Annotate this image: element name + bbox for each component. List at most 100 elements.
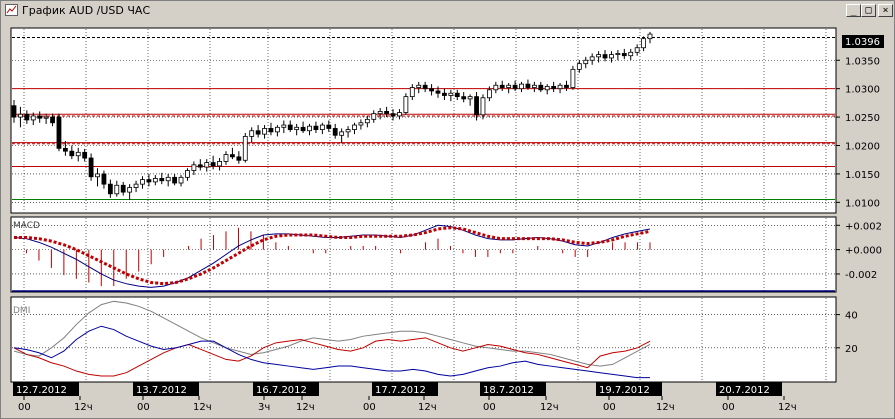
hour-label: 00 — [483, 402, 496, 413]
candle-body — [69, 150, 75, 157]
dmi-tick-label: 20 — [845, 344, 858, 355]
candle-body — [146, 179, 152, 183]
maximize-button[interactable]: □ — [861, 4, 876, 17]
candle-body — [82, 151, 88, 159]
candle — [287, 120, 293, 132]
title-bar[interactable]: График AUD /USD ЧАС _ □ × — [2, 2, 893, 19]
date-label-bg — [716, 382, 782, 396]
date-label-text: 12.7.2012 — [16, 385, 67, 396]
candle — [416, 81, 422, 94]
candle-body — [236, 156, 242, 161]
candle — [43, 113, 49, 124]
date-label-text: 16.7.2012 — [256, 385, 307, 396]
candle-body — [628, 51, 634, 57]
candle-body — [43, 116, 49, 119]
candle — [217, 158, 222, 171]
candle — [576, 60, 582, 73]
candle — [628, 48, 634, 61]
candle — [172, 173, 178, 186]
candle — [75, 147, 81, 162]
macd-panel[interactable] — [10, 216, 837, 293]
macd-tick-label: -0.002 — [845, 270, 877, 281]
hour-label: 00 — [722, 402, 735, 413]
candle-body — [435, 90, 441, 94]
candle — [242, 133, 248, 163]
hour-label: 12ч — [540, 402, 559, 413]
candle — [120, 181, 126, 196]
candle — [114, 180, 120, 197]
candle-body — [319, 124, 325, 130]
candle-body — [95, 173, 100, 178]
candle-body — [114, 184, 120, 195]
candle — [313, 121, 319, 134]
candle-body — [364, 118, 370, 124]
candle — [300, 121, 306, 134]
price-tick-label: 1.0350 — [845, 56, 880, 67]
candle-body — [570, 68, 576, 88]
candle-body — [474, 96, 479, 116]
candle-body — [576, 63, 582, 70]
candle-body — [172, 176, 178, 184]
candle-body — [345, 129, 351, 133]
candle-body — [564, 84, 569, 88]
candle — [30, 112, 36, 126]
candle-body — [197, 164, 203, 168]
date-label-text: 13.7.2012 — [136, 385, 187, 396]
candle — [268, 122, 274, 136]
candle-body — [210, 162, 216, 167]
minimize-button[interactable]: _ — [846, 4, 861, 17]
candle-body — [307, 125, 312, 132]
candle — [339, 128, 345, 144]
candle — [274, 125, 280, 137]
candle-body — [223, 154, 229, 162]
candle — [50, 113, 55, 127]
date-label-text: 20.7.2012 — [719, 385, 770, 396]
candle-body — [493, 84, 499, 91]
candle — [564, 80, 569, 91]
candle — [345, 126, 351, 138]
hour-label: 00 — [603, 402, 616, 413]
candle — [519, 81, 524, 93]
close-button[interactable]: × — [878, 4, 893, 17]
candle — [69, 145, 75, 160]
candle-body — [602, 54, 608, 59]
candle — [602, 50, 608, 62]
candle — [146, 173, 152, 187]
candle-body — [531, 84, 537, 88]
dmi-panel[interactable] — [10, 296, 837, 383]
candle — [435, 86, 441, 98]
date-label: 12.7.2012 — [13, 382, 79, 396]
candle-body — [519, 83, 524, 90]
price-tick-label: 1.0250 — [845, 113, 880, 124]
date-label: 16.7.2012 — [253, 382, 319, 396]
candle — [531, 81, 537, 93]
candle-body — [185, 170, 190, 178]
candle-body — [454, 92, 460, 98]
candle — [634, 44, 640, 56]
date-label-text: 18.7.2012 — [483, 385, 534, 396]
candle — [358, 119, 364, 130]
candle — [249, 127, 255, 143]
price-tick-label: 1.0100 — [845, 198, 880, 209]
hour-label: 12ч — [418, 402, 437, 413]
hour-label: 00 — [363, 402, 376, 413]
candle-body — [120, 184, 126, 193]
candle — [397, 109, 402, 120]
candle — [557, 82, 563, 94]
candle — [474, 92, 479, 121]
hour-label: 12ч — [193, 402, 212, 413]
candle — [409, 84, 415, 101]
candle-body — [287, 124, 293, 130]
macd-signal-line — [14, 226, 651, 286]
candle — [506, 82, 512, 94]
candle — [294, 123, 300, 136]
candle-body — [30, 115, 36, 121]
candle — [615, 50, 621, 61]
candle-body — [390, 113, 396, 117]
candle-body — [525, 83, 531, 88]
candle-body — [62, 147, 68, 152]
candle — [371, 110, 377, 123]
candle — [204, 159, 210, 172]
candle-body — [249, 130, 255, 137]
